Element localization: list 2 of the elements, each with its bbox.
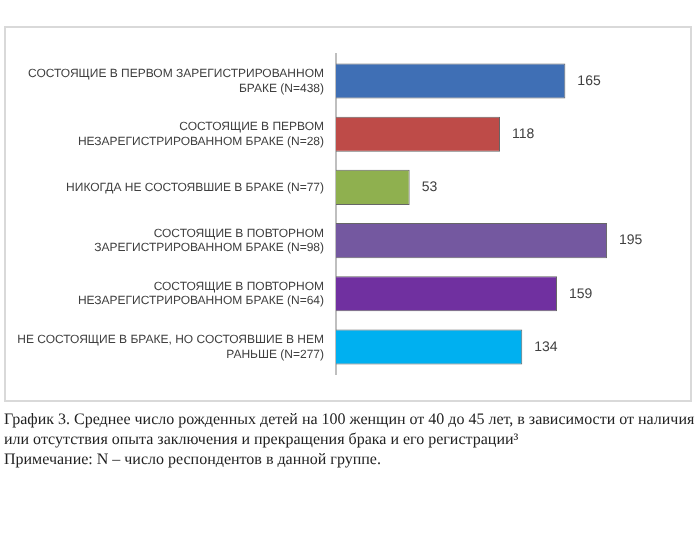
text: Примечание: N – число респондентов в данной группе.	[4, 450, 383, 470]
text: График 3. Среднее число рожденных детей на 100 женщин от 40 до 45 лет, в зависимости от наличия или отсутствия опыта заключения и прекращения брака и его регистрации³	[4, 410, 696, 450]
